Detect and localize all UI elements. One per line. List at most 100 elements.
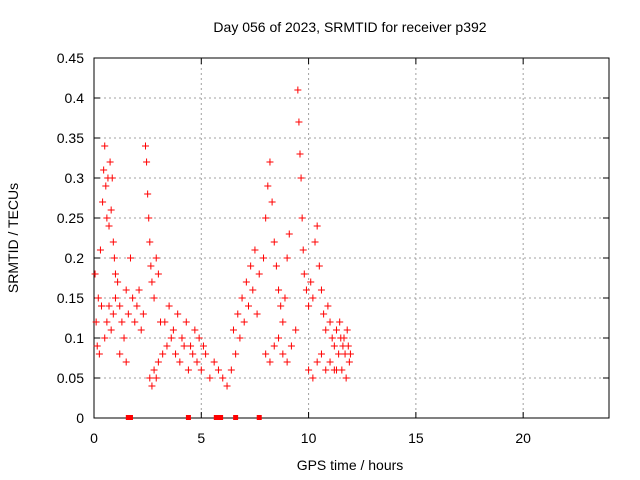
data-point — [240, 318, 248, 326]
data-point — [105, 302, 113, 310]
data-point — [131, 318, 139, 326]
data-point — [219, 374, 227, 382]
data-point — [326, 358, 334, 366]
data-point — [229, 326, 237, 334]
data-point — [245, 302, 252, 310]
data-point — [95, 350, 103, 358]
data-point — [133, 302, 141, 310]
data-point — [111, 270, 119, 278]
data-point — [143, 158, 151, 166]
data-point — [227, 366, 235, 374]
data-point — [315, 262, 323, 270]
data-point — [335, 350, 343, 358]
grid-lines — [94, 58, 609, 418]
baseline-marker — [218, 415, 224, 420]
data-point — [283, 254, 291, 262]
y-tick-label: 0.3 — [65, 170, 85, 186]
data-point — [148, 382, 156, 390]
data-point — [148, 278, 156, 286]
data-point — [300, 270, 308, 278]
data-point — [109, 238, 117, 246]
data-point — [145, 214, 153, 222]
chart-title: Day 056 of 2023, SRMTID for receiver p39… — [213, 19, 486, 35]
data-point — [262, 214, 270, 222]
data-point — [126, 254, 134, 262]
data-point — [234, 310, 242, 318]
data-point — [147, 262, 155, 270]
data-point — [317, 286, 325, 294]
y-axis-label: SRMTID / TECUs — [5, 183, 21, 293]
data-point — [345, 358, 353, 366]
data-point — [124, 310, 132, 318]
data-point — [328, 334, 336, 342]
data-point — [165, 302, 173, 310]
data-point — [99, 198, 107, 206]
data-point — [255, 270, 263, 278]
data-point — [109, 310, 117, 318]
data-points — [91, 86, 354, 390]
data-point — [302, 286, 310, 294]
data-point — [270, 342, 278, 350]
baseline-marker — [213, 415, 219, 420]
data-point — [154, 270, 162, 278]
data-point — [343, 326, 351, 334]
data-point — [114, 278, 122, 286]
y-tick-label: 0.25 — [57, 210, 84, 226]
data-point — [197, 366, 205, 374]
data-point — [275, 286, 283, 294]
data-point — [320, 310, 328, 318]
data-point — [107, 326, 115, 334]
x-tick-label: 0 — [90, 430, 98, 446]
data-point — [322, 326, 330, 334]
data-point — [313, 222, 321, 230]
data-point — [180, 342, 188, 350]
baseline-marker — [256, 415, 262, 420]
data-point — [247, 262, 255, 270]
data-point — [313, 358, 321, 366]
baseline-marker — [127, 415, 133, 420]
y-tick-label: 0.45 — [57, 50, 84, 66]
data-point — [167, 334, 175, 342]
data-point — [102, 182, 110, 190]
data-point — [309, 374, 317, 382]
x-tick-label: 10 — [301, 430, 317, 446]
data-point — [187, 342, 195, 350]
x-tick-label: 5 — [197, 430, 205, 446]
data-point — [299, 246, 307, 254]
data-point — [340, 334, 348, 342]
data-point — [98, 302, 106, 310]
data-point — [311, 238, 319, 246]
data-point — [294, 86, 302, 94]
y-tick-label: 0.4 — [65, 90, 85, 106]
axis-ticks — [93, 57, 609, 419]
data-point — [139, 310, 147, 318]
data-point — [330, 342, 338, 350]
data-point — [346, 350, 354, 358]
data-point — [272, 262, 280, 270]
data-point — [122, 358, 130, 366]
data-point — [266, 358, 274, 366]
data-point — [292, 326, 300, 334]
data-point — [236, 334, 244, 342]
y-tick-label: 0 — [76, 410, 84, 426]
data-point — [214, 366, 222, 374]
data-point — [264, 182, 272, 190]
data-point — [182, 318, 190, 326]
data-point — [324, 302, 332, 310]
data-point — [249, 286, 257, 294]
data-point — [262, 350, 270, 358]
baseline-marker — [233, 415, 239, 420]
data-point — [163, 342, 171, 350]
data-point — [150, 294, 158, 302]
data-point — [191, 326, 199, 334]
data-point — [110, 254, 118, 262]
data-point — [101, 334, 109, 342]
data-point — [206, 374, 214, 382]
x-tick-label: 20 — [515, 430, 531, 446]
data-point — [122, 286, 130, 294]
data-point — [178, 334, 186, 342]
data-point — [277, 302, 285, 310]
data-point — [169, 326, 177, 334]
data-point — [268, 198, 276, 206]
data-point — [332, 326, 340, 334]
